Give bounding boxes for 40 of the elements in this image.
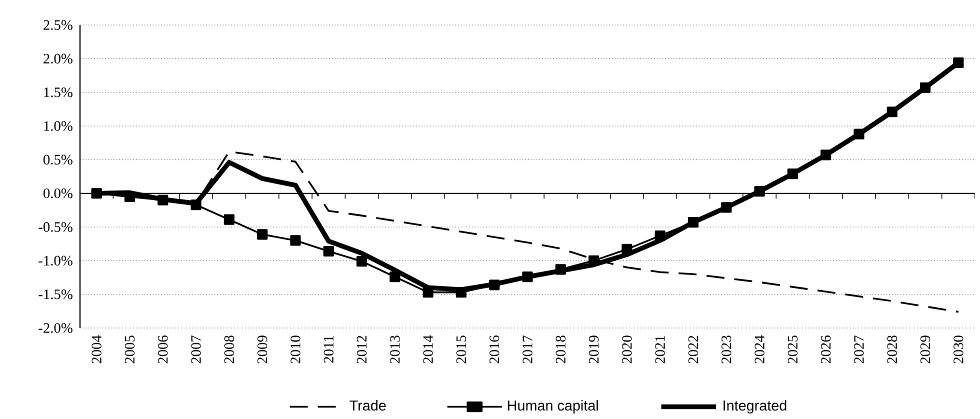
- x-tick-label: 2006: [158, 335, 168, 364]
- y-tick-label: -1.5%: [38, 289, 72, 300]
- x-tick-label: 2022: [688, 336, 698, 364]
- x-tick-label: 2020: [622, 336, 632, 364]
- x-tick-label: 2026: [820, 335, 831, 364]
- legend-label: Integrated: [724, 400, 786, 414]
- x-tick-label: 2004: [92, 335, 102, 364]
- legend-label: Human capital: [508, 400, 598, 414]
- x-tick-label: 2009: [257, 336, 268, 364]
- x-tick-label: 2030: [954, 336, 964, 364]
- x-tick-label: 2027: [854, 335, 864, 364]
- y-tick-label: 0.5%: [43, 154, 72, 165]
- x-tick-label: 2008: [224, 336, 234, 364]
- y-tick-label: -1.0%: [38, 256, 72, 266]
- x-tick-label: 2021: [655, 336, 665, 364]
- x-tick-label: 2012: [356, 336, 367, 364]
- y-tick-label: -0.5%: [38, 222, 72, 232]
- y-tick-label: 2.5%: [44, 20, 72, 30]
- x-tick-label: 2017: [522, 335, 532, 364]
- x-tick-label: 2024: [754, 335, 764, 364]
- x-tick-label: 2013: [390, 336, 400, 364]
- x-tick-label: 2011: [324, 336, 334, 363]
- x-tick-label: 2018: [556, 336, 566, 364]
- x-tick-label: 2014: [423, 335, 433, 364]
- y-tick-label: 1.5%: [44, 87, 72, 98]
- x-tick-label: 2015: [456, 336, 466, 364]
- x-tick-label: 2016: [490, 335, 500, 364]
- x-tick-label: 2007: [191, 335, 201, 364]
- x-tick-label: 2028: [887, 336, 897, 364]
- y-tick-label: 1.0%: [44, 121, 72, 131]
- x-tick-label: 2023: [722, 336, 732, 364]
- x-tick-label: 2005: [124, 336, 135, 364]
- y-tick-label: -2.0%: [38, 323, 72, 333]
- y-tick-label: 0.0%: [43, 188, 72, 198]
- y-tick-label: 2.0%: [44, 54, 72, 64]
- x-tick-label: 2010: [290, 336, 300, 364]
- x-tick-label: 2019: [588, 336, 599, 364]
- x-tick-label: 2029: [920, 336, 930, 364]
- legend-label: Trade: [350, 400, 386, 411]
- x-tick-label: 2025: [788, 336, 798, 364]
